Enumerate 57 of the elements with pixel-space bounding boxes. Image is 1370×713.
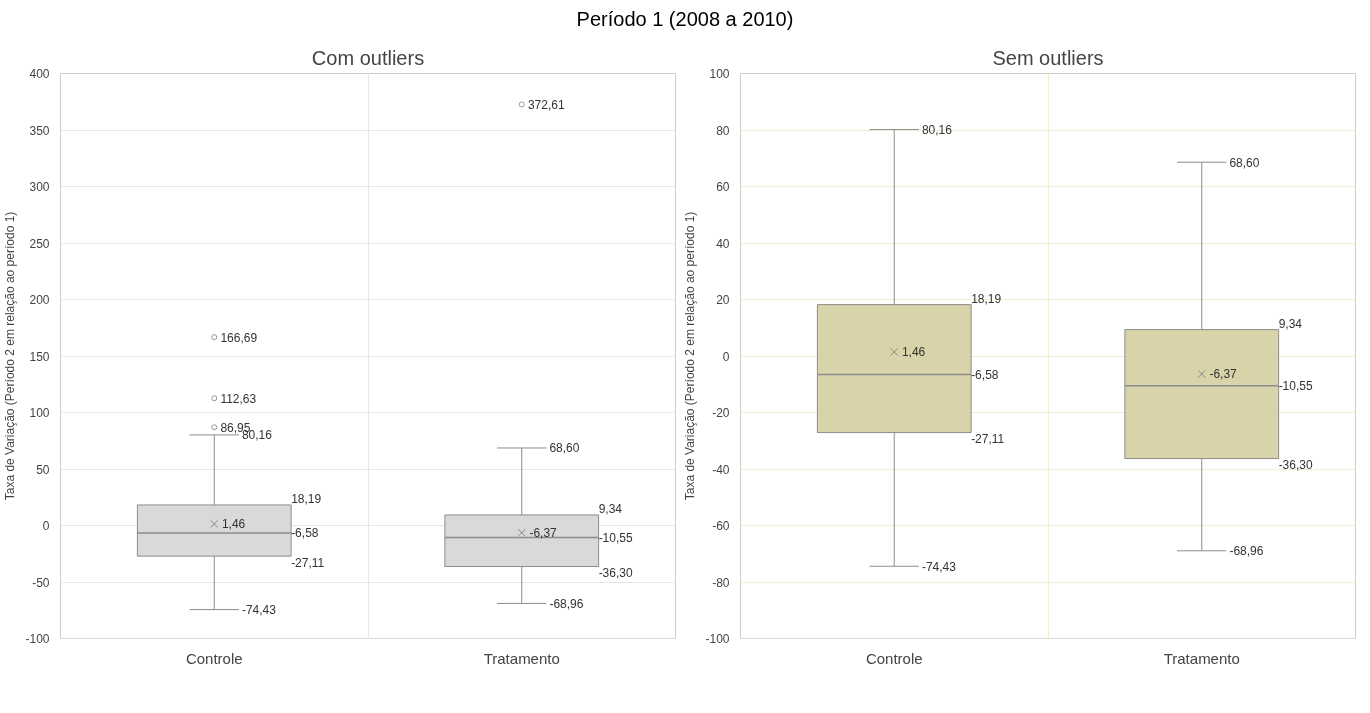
- y-tick-label: 350: [29, 123, 50, 138]
- y-tick-label: -80: [712, 575, 730, 590]
- chart-subtitle: Com outliers: [311, 46, 425, 69]
- annotation: -27,11: [291, 555, 325, 570]
- annotation: 68,60: [1229, 155, 1260, 170]
- y-tick-label: 20: [716, 292, 730, 307]
- y-tick-label: 50: [36, 462, 50, 477]
- y-tick-label: 80: [716, 123, 730, 138]
- annotation: 9,34: [598, 502, 623, 517]
- y-tick-label: 60: [716, 179, 730, 194]
- annotation: -36,30: [1278, 457, 1313, 472]
- y-tick-label: -100: [705, 631, 730, 646]
- annotation: 1,46: [901, 344, 926, 359]
- y-tick-label: 300: [29, 179, 50, 194]
- y-tick-label: 40: [716, 236, 730, 251]
- annotation: -6,58: [971, 367, 999, 382]
- y-tick-label: 250: [29, 236, 50, 251]
- annotation: -74,43: [921, 559, 957, 574]
- y-tick-label: 100: [29, 405, 50, 420]
- y-tick-label: -20: [712, 405, 730, 420]
- annotation: 18,19: [291, 492, 322, 507]
- y-tick-label: 0: [42, 518, 50, 533]
- annotation: 18,19: [971, 291, 1002, 306]
- y-tick-label: 150: [29, 349, 50, 364]
- annotation: -6,58: [291, 526, 319, 540]
- chart-title: Período 1 (2008 a 2010): [576, 7, 794, 32]
- annotation: -10,55: [598, 530, 633, 545]
- x-tick-label: Controle: [865, 649, 923, 667]
- y-tick-label: 100: [709, 66, 730, 81]
- annotation: -36,30: [598, 565, 633, 580]
- y-tick-label: 400: [29, 66, 50, 81]
- annotation: -68,96: [549, 596, 584, 611]
- annotation: 372,61: [527, 97, 565, 112]
- annotation: -74,43: [241, 602, 277, 617]
- y-tick-label: 0: [722, 349, 730, 364]
- chart-title: Sem outliers: [992, 46, 1104, 69]
- annotation: -27,11: [971, 431, 1005, 446]
- x-tick-label: Tratamento: [1163, 649, 1240, 667]
- x-tick-label: Controle: [185, 649, 243, 667]
- annotation: 1,46: [221, 516, 246, 531]
- y-tick-label: -60: [712, 518, 730, 533]
- y-tick-label: -50: [32, 575, 50, 590]
- y-tick-label: -100: [25, 631, 50, 646]
- annotation: -6,37: [529, 525, 558, 540]
- annotation: 9,34: [1278, 316, 1303, 331]
- annotation: -10,55: [1278, 378, 1313, 393]
- x-tick-label: Tratamento: [483, 649, 560, 667]
- annotation: 166,69: [220, 330, 258, 345]
- annotation: -68,96: [1229, 543, 1264, 558]
- annotation: 112,63: [220, 391, 257, 406]
- annotation: 80,16: [921, 122, 953, 137]
- annotation: -6,37: [1209, 367, 1238, 382]
- y-axis-title: Taxa de Variação (Período 2 em relação ao período 1): [3, 211, 18, 500]
- y-tick-label: -40: [712, 462, 730, 477]
- y-axis-title: Taxa de Variação (Período 2 em relação ao período 1): [683, 211, 698, 500]
- y-tick-label: 200: [29, 292, 50, 307]
- annotation: 68,60: [549, 441, 580, 456]
